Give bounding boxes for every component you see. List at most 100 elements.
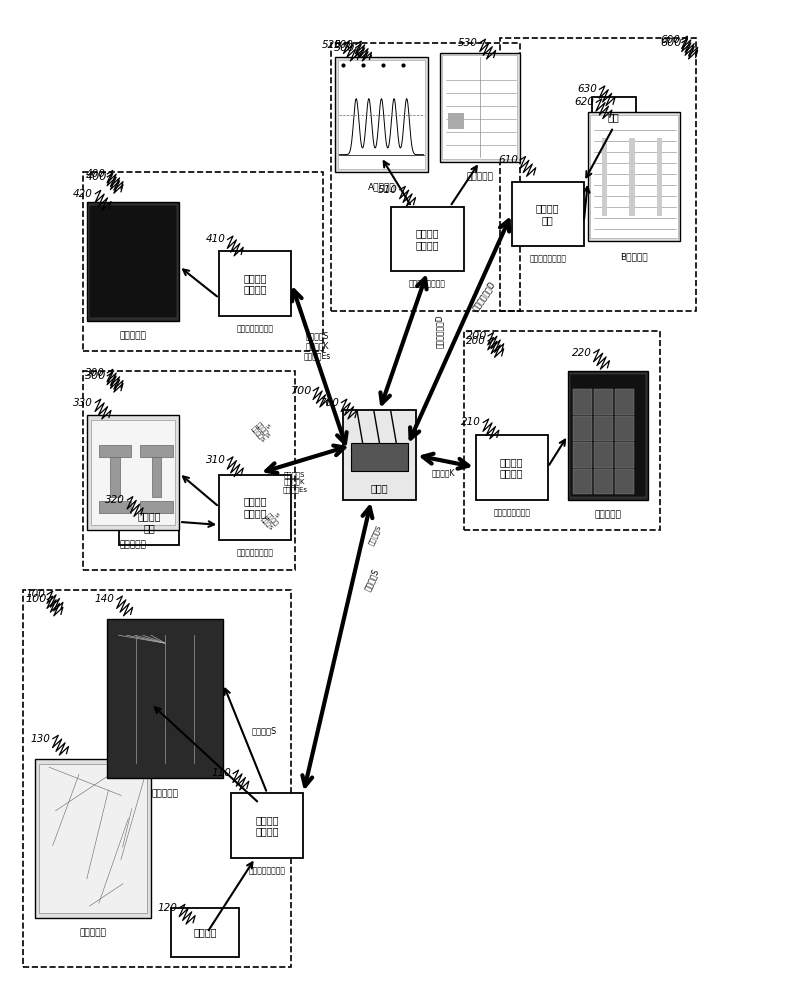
Bar — [99, 501, 132, 513]
Text: 420: 420 — [73, 189, 93, 199]
Text: 220: 220 — [572, 348, 592, 358]
Text: A型显示器: A型显示器 — [368, 182, 395, 191]
Text: 610: 610 — [498, 155, 518, 165]
Bar — [231, 793, 303, 858]
Text: 线路显示器: 线路显示器 — [152, 789, 178, 798]
Text: 130: 130 — [31, 734, 51, 744]
Bar — [592, 97, 636, 137]
Text: 320: 320 — [106, 495, 125, 505]
Bar — [568, 371, 648, 500]
Text: 100: 100 — [25, 589, 45, 599]
Bar — [23, 589, 291, 967]
Bar — [338, 60, 425, 169]
Bar — [344, 410, 416, 500]
Text: 300: 300 — [86, 371, 107, 381]
Text: 轨伤显示器: 轨伤显示器 — [466, 172, 493, 181]
Text: 检测仿真系统软件: 检测仿真系统软件 — [409, 280, 446, 289]
Text: 手动调节
给定: 手动调节 给定 — [137, 512, 161, 533]
Text: 行车仿真
系统主机: 行车仿真 系统主机 — [256, 815, 279, 836]
Bar — [140, 445, 173, 457]
Bar — [615, 469, 634, 494]
Text: 410: 410 — [206, 234, 225, 244]
Text: 310: 310 — [206, 455, 225, 465]
Bar — [140, 501, 173, 513]
Text: 200: 200 — [466, 336, 486, 346]
Bar — [171, 908, 239, 957]
Text: 行车仿真系统软件: 行车仿真系统软件 — [249, 866, 286, 875]
Bar — [87, 415, 179, 530]
Bar — [463, 331, 660, 530]
Text: 500: 500 — [334, 40, 353, 50]
Bar — [107, 619, 224, 778]
Text: 400: 400 — [86, 172, 107, 182]
Bar — [99, 445, 132, 457]
Bar — [602, 138, 607, 216]
Bar — [152, 457, 161, 497]
Bar — [587, 112, 680, 241]
Bar — [440, 52, 520, 162]
Text: 司控信息S: 司控信息S — [362, 567, 380, 592]
Text: 分析仿真系统软件: 分析仿真系统软件 — [529, 255, 567, 264]
Bar — [657, 138, 663, 216]
Text: 检测仿真
系统主机: 检测仿真 系统主机 — [416, 228, 439, 250]
Text: 监视仿真系统软件: 监视仿真系统软件 — [236, 324, 274, 333]
Text: 对中仿真
系统主机: 对中仿真 系统主机 — [244, 497, 267, 518]
Text: 监视仿真
系统主机: 监视仿真 系统主机 — [244, 273, 267, 295]
Bar — [475, 435, 548, 500]
Bar — [91, 420, 175, 525]
Bar — [39, 764, 147, 913]
Bar — [573, 442, 592, 468]
Text: 520: 520 — [322, 40, 341, 50]
Bar — [90, 205, 177, 318]
Text: 700: 700 — [320, 398, 339, 408]
Bar — [220, 475, 291, 540]
Text: B型显示器: B型显示器 — [620, 252, 648, 261]
Bar — [615, 442, 634, 468]
Text: S
司控信息S
手控参考S: S 司控信息S 手控参考S — [249, 417, 275, 443]
Bar — [83, 371, 295, 570]
Text: 触控显示器: 触控显示器 — [595, 510, 621, 519]
Text: 地图显示器: 地图显示器 — [80, 928, 107, 937]
Text: 交换机: 交换机 — [370, 483, 388, 493]
Text: S
司控信息
手控制S: S 司控信息 手控制S — [260, 508, 283, 532]
Bar — [571, 374, 646, 497]
Bar — [594, 469, 613, 494]
Text: 分析系统
主机: 分析系统 主机 — [536, 203, 559, 225]
Text: 电控信息K: 电控信息K — [432, 469, 455, 478]
Bar — [442, 55, 517, 159]
Text: 510: 510 — [378, 185, 398, 195]
Bar — [615, 416, 634, 441]
Bar — [119, 500, 179, 545]
Bar — [573, 416, 592, 441]
Text: 监视显示器: 监视显示器 — [119, 331, 146, 340]
Bar — [111, 457, 120, 497]
Text: 司控指令: 司控指令 — [194, 928, 217, 938]
Text: 200: 200 — [466, 331, 487, 341]
Bar — [615, 389, 634, 415]
Bar — [87, 202, 179, 321]
Text: 210: 210 — [462, 417, 481, 427]
Text: 仿损检测数据D: 仿损检测数据D — [435, 314, 444, 348]
Text: 600: 600 — [660, 38, 681, 48]
Text: 对中显示器: 对中显示器 — [119, 540, 146, 549]
Bar — [512, 182, 583, 246]
Bar — [351, 443, 408, 471]
Bar — [500, 38, 696, 311]
Text: 100: 100 — [25, 594, 47, 604]
Bar — [590, 115, 678, 238]
Bar — [573, 469, 592, 494]
Bar — [594, 416, 613, 441]
Text: 400: 400 — [86, 169, 105, 179]
Text: 司控信息S
电控信息K
对中偏差Es: 司控信息S 电控信息K 对中偏差Es — [303, 331, 331, 361]
Bar — [594, 442, 613, 468]
Text: 仿损检测数据D: 仿损检测数据D — [470, 280, 497, 312]
Text: 对中仿真系统软件: 对中仿真系统软件 — [236, 548, 274, 557]
Bar — [83, 172, 324, 351]
Text: 630: 630 — [578, 84, 597, 94]
Text: 电控仿真
系统主机: 电控仿真 系统主机 — [500, 457, 524, 478]
Bar — [391, 207, 463, 271]
Bar — [629, 138, 635, 216]
Text: 330: 330 — [73, 398, 93, 408]
Text: 110: 110 — [211, 768, 231, 778]
Text: 500: 500 — [334, 43, 355, 53]
